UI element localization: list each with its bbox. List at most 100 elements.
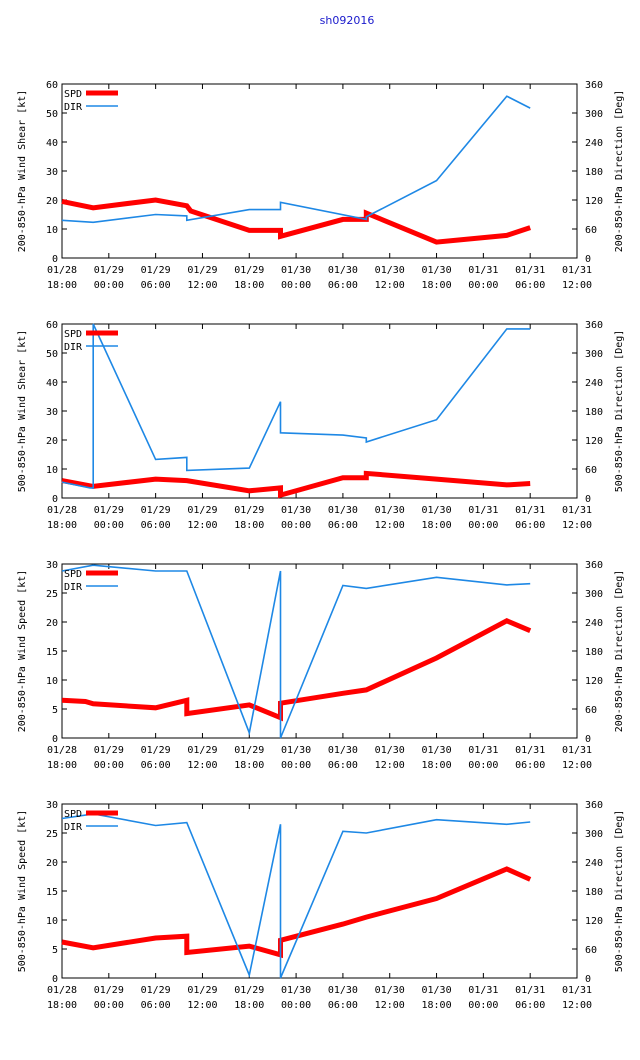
- y-tick-label: 0: [52, 974, 58, 985]
- spd-series-line: [61, 618, 532, 722]
- y-tick-label: 40: [46, 138, 58, 149]
- x-tick-label-time: 12:00: [375, 280, 405, 291]
- x-tick-label-time: 00:00: [281, 760, 311, 771]
- chart-panel-2: 0 10 20 30 40 50 60 0 60 120 180 240 300 360 01/28 18:0…: [17, 320, 625, 531]
- y-tick-label: 20: [46, 436, 58, 447]
- y-tick-label: 60: [46, 320, 58, 331]
- y-tick-label: 0: [52, 494, 58, 505]
- x-tick-label-date: 01/29: [187, 745, 217, 756]
- y2-tick-label: 60: [585, 465, 597, 476]
- legend-spd-label: SPD: [64, 809, 82, 820]
- y-tick-label: 30: [46, 167, 58, 178]
- x-tick-label-date: 01/29: [94, 265, 124, 276]
- y2-tick-label: 300: [585, 109, 603, 120]
- x-tick-label-date: 01/30: [421, 985, 451, 996]
- y2-tick-label: 60: [585, 225, 597, 236]
- x-tick-label-date: 01/30: [421, 505, 451, 516]
- y-tick-label: 25: [46, 829, 58, 840]
- y2-tick-label: 180: [585, 407, 603, 418]
- x-tick-label-date: 01/29: [94, 985, 124, 996]
- y2-axis-label: 500-850-hPa Direction [Deg]: [614, 810, 625, 973]
- x-tick-label-time: 00:00: [281, 1000, 311, 1011]
- x-tick-label-time: 18:00: [421, 520, 451, 531]
- dir-series-line: [61, 95, 531, 224]
- x-tick-label-date: 01/31: [562, 265, 592, 276]
- x-tick-label-time: 06:00: [141, 520, 171, 531]
- y2-tick-label: 0: [585, 974, 591, 985]
- x-tick-label-date: 01/30: [281, 505, 311, 516]
- x-tick-label-date: 01/31: [562, 745, 592, 756]
- y-tick-label: 50: [46, 109, 58, 120]
- x-tick-label-date: 01/29: [234, 745, 264, 756]
- x-tick-label-time: 18:00: [234, 520, 264, 531]
- x-tick-label-time: 18:00: [421, 1000, 451, 1011]
- legend-spd-label: SPD: [64, 89, 82, 100]
- x-tick-label-date: 01/31: [562, 985, 592, 996]
- plot-frame: [61, 803, 578, 979]
- x-tick-label-time: 12:00: [562, 280, 592, 291]
- dir-series-line: [61, 323, 531, 489]
- y-tick-label: 10: [46, 225, 58, 236]
- x-tick-label-time: 00:00: [468, 760, 498, 771]
- x-tick-label-time: 00:00: [281, 280, 311, 291]
- x-tick-label-date: 01/31: [468, 505, 498, 516]
- x-tick-label-date: 01/29: [187, 265, 217, 276]
- y-tick-label: 10: [46, 676, 58, 687]
- plot-frame: [61, 83, 578, 259]
- y2-axis-label: 500-850-hPa Direction [Deg]: [614, 330, 625, 493]
- y2-tick-label: 360: [585, 80, 603, 91]
- y2-tick-label: 0: [585, 494, 591, 505]
- dir-series-line: [61, 813, 531, 979]
- legend-spd-label: SPD: [64, 569, 82, 580]
- plot-frame: [61, 563, 578, 739]
- x-tick-label-time: 12:00: [375, 520, 405, 531]
- x-tick-label-date: 01/28: [47, 985, 77, 996]
- x-tick-label-date: 01/31: [468, 745, 498, 756]
- x-tick-label-time: 00:00: [468, 280, 498, 291]
- x-tick-label-date: 01/29: [141, 265, 171, 276]
- x-tick-label-date: 01/29: [234, 505, 264, 516]
- x-tick-label-time: 18:00: [47, 280, 77, 291]
- y-tick-label: 5: [52, 945, 58, 956]
- x-tick-label-time: 12:00: [562, 520, 592, 531]
- y2-tick-label: 120: [585, 916, 603, 927]
- x-tick-label-time: 00:00: [468, 1000, 498, 1011]
- legend-dir-label: DIR: [64, 582, 83, 593]
- y-axis-label: 500-850-hPa Wind Shear [kt]: [17, 330, 28, 493]
- spd-series-line: [61, 470, 531, 499]
- y2-tick-label: 60: [585, 705, 597, 716]
- chart-panel-1: 0 10 20 30 40 50 60 0 60 120 180 240 300 360 01/28 18:0…: [17, 80, 625, 291]
- y2-tick-label: 120: [585, 676, 603, 687]
- x-tick-label-time: 06:00: [515, 280, 545, 291]
- x-tick-label-time: 00:00: [94, 520, 124, 531]
- x-tick-label-date: 01/28: [47, 505, 77, 516]
- legend-spd-label: SPD: [64, 329, 82, 340]
- x-tick-label-date: 01/28: [47, 265, 77, 276]
- y-tick-label: 40: [46, 378, 58, 389]
- y-tick-label: 25: [46, 589, 58, 600]
- x-tick-label-date: 01/29: [234, 265, 264, 276]
- x-tick-label-date: 01/30: [328, 985, 358, 996]
- y-tick-label: 20: [46, 858, 58, 869]
- y-tick-label: 60: [46, 80, 58, 91]
- x-tick-label-date: 01/30: [281, 745, 311, 756]
- x-tick-label-time: 12:00: [562, 760, 592, 771]
- x-tick-label-date: 01/31: [468, 985, 498, 996]
- x-tick-label-date: 01/28: [47, 745, 77, 756]
- x-tick-label-time: 06:00: [515, 1000, 545, 1011]
- x-tick-label-time: 18:00: [47, 520, 77, 531]
- y-tick-label: 0: [52, 254, 58, 265]
- x-tick-label-date: 01/31: [515, 265, 545, 276]
- page-title: sh092016: [320, 14, 375, 27]
- x-tick-label-time: 06:00: [141, 280, 171, 291]
- y2-tick-label: 300: [585, 349, 603, 360]
- x-tick-label-date: 01/29: [94, 745, 124, 756]
- x-tick-label-time: 12:00: [187, 280, 217, 291]
- y2-tick-label: 0: [585, 734, 591, 745]
- y2-tick-label: 120: [585, 196, 603, 207]
- y2-tick-label: 240: [585, 378, 603, 389]
- x-tick-label-time: 06:00: [141, 1000, 171, 1011]
- x-tick-label-date: 01/30: [421, 265, 451, 276]
- y2-tick-label: 0: [585, 254, 591, 265]
- dir-series-line: [61, 564, 531, 739]
